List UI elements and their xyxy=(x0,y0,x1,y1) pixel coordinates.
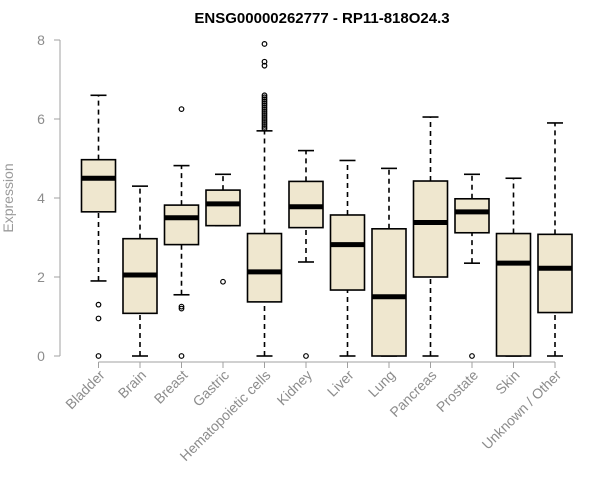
outlier-point xyxy=(95,315,102,322)
iqr-box xyxy=(163,204,200,246)
outlier-point xyxy=(178,106,185,113)
x-tick-label: Bladder xyxy=(62,367,108,413)
x-tick-label: Kidney xyxy=(274,367,316,409)
y-tick-label: 2 xyxy=(37,269,45,285)
iqr-box xyxy=(329,214,366,291)
x-tick-label: Brain xyxy=(115,367,149,401)
outlier-point xyxy=(261,104,268,111)
outlier-point xyxy=(261,41,268,47)
outlier-point xyxy=(469,353,475,359)
outlier-point xyxy=(261,120,268,126)
box-group-lung xyxy=(371,167,407,357)
outlier-point xyxy=(261,110,268,116)
x-tick-label: Skin xyxy=(492,367,523,398)
iqr-box xyxy=(205,189,241,227)
box-group-prostate xyxy=(454,173,490,359)
y-tick-label: 8 xyxy=(37,32,45,48)
x-tick-label: Liver xyxy=(324,367,357,400)
iqr-box xyxy=(80,158,117,213)
outlier-point xyxy=(261,114,268,120)
y-tick-label: 0 xyxy=(37,348,45,364)
y-axis-label: Expression xyxy=(0,163,16,232)
box-group-hematopoietic-cells xyxy=(246,41,283,357)
outlier-point xyxy=(178,303,185,310)
outlier-point xyxy=(178,353,185,359)
y-axis: 0 2 4 6 8 xyxy=(37,32,61,364)
chart-title: ENSG00000262777 - RP11-818O24.3 xyxy=(194,10,449,27)
x-tick-label: Unknown / Other xyxy=(479,367,565,453)
box-group-liver xyxy=(329,159,366,357)
outlier-point xyxy=(261,102,268,109)
outlier-point xyxy=(261,96,268,103)
box-group-brain xyxy=(122,185,158,357)
box-group-pancreas xyxy=(412,116,449,357)
outlier-point xyxy=(261,116,268,122)
x-tick-label: Breast xyxy=(151,367,191,407)
box-group-breast xyxy=(163,106,200,359)
y-tick-label: 6 xyxy=(37,111,45,127)
box-group-unknown-other xyxy=(537,122,573,357)
iqr-box xyxy=(454,197,490,234)
box-group-skin xyxy=(495,177,532,357)
x-tick-label: Lung xyxy=(365,367,398,400)
outlier-point xyxy=(178,305,185,312)
plot-area xyxy=(80,41,573,359)
outlier-point xyxy=(220,278,226,285)
x-tick-label: Prostate xyxy=(433,367,481,415)
outlier-point xyxy=(261,123,268,130)
outlier-point xyxy=(261,112,268,118)
outlier-point xyxy=(261,98,268,105)
outlier-point xyxy=(95,301,102,308)
outlier-point xyxy=(261,92,268,99)
outlier-point xyxy=(261,125,268,132)
iqr-box xyxy=(246,232,283,303)
iqr-box xyxy=(371,228,407,357)
iqr-box xyxy=(412,180,449,278)
outlier-point xyxy=(261,118,268,124)
box-group-kidney xyxy=(288,149,324,359)
box-group-gastric xyxy=(205,173,241,285)
outlier-point xyxy=(261,122,268,128)
box-group-bladder xyxy=(80,94,117,359)
outlier-point xyxy=(95,353,102,359)
outlier-point xyxy=(261,94,268,101)
outlier-point xyxy=(303,353,309,359)
y-tick-label: 4 xyxy=(37,190,45,206)
iqr-box xyxy=(495,232,532,357)
outlier-point xyxy=(261,106,268,113)
outlier-point xyxy=(261,108,268,114)
outlier-point xyxy=(261,58,268,65)
iqr-box xyxy=(537,233,573,314)
outlier-point xyxy=(261,62,268,69)
outlier-point xyxy=(261,100,268,107)
